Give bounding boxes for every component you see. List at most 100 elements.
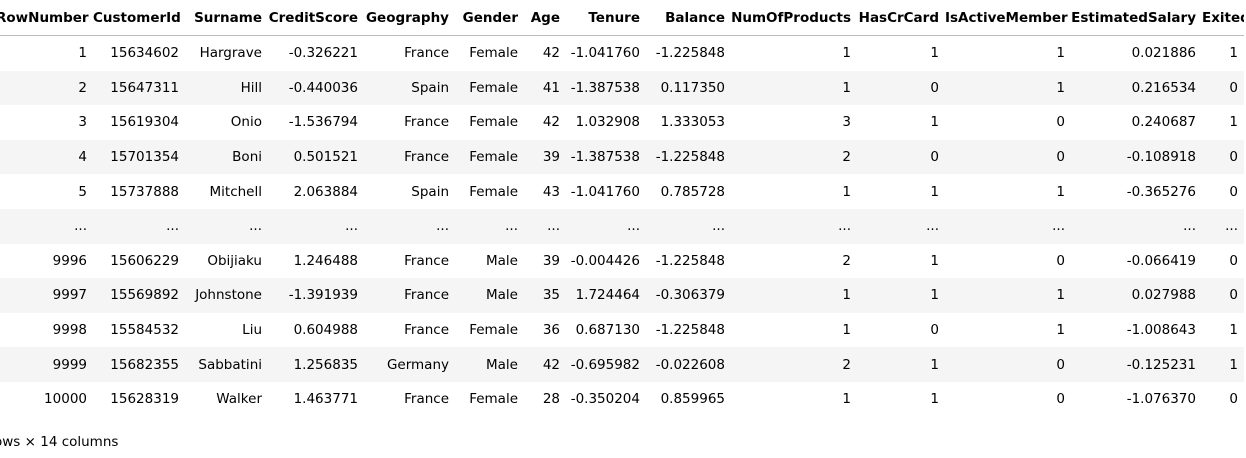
- table-cell: 1: [857, 244, 945, 279]
- table-cell: Female: [455, 140, 524, 175]
- table-cell: -0.326221: [268, 36, 364, 71]
- table-cell: Female: [455, 382, 524, 417]
- table-cell: -1.225848: [646, 36, 731, 71]
- table-cell: 15619304: [93, 105, 185, 140]
- dataframe-shape-footer: ows × 14 columns: [0, 434, 118, 450]
- table-cell: 15682355: [93, 347, 185, 382]
- table-cell: -0.440036: [268, 71, 364, 106]
- table-cell: 1: [857, 36, 945, 71]
- table-cell: ...: [731, 209, 857, 244]
- table-cell: 1: [731, 36, 857, 71]
- table-cell: -0.695982: [566, 347, 646, 382]
- table-cell: Hargrave: [185, 36, 268, 71]
- table-cell: ...: [524, 209, 566, 244]
- table-cell: 15634602: [93, 36, 185, 71]
- table-cell: ...: [93, 209, 185, 244]
- table-row: 4 15701354 Boni 0.501521 France Female 3…: [0, 140, 1244, 175]
- table-cell: 0.021886: [1071, 36, 1202, 71]
- table-cell: Liu: [185, 313, 268, 348]
- table-cell: Onio: [185, 105, 268, 140]
- table-cell: 36: [524, 313, 566, 348]
- column-header-creditscore: CreditScore: [268, 0, 364, 36]
- table-cell: 0: [945, 347, 1071, 382]
- table-cell: 0.501521: [268, 140, 364, 175]
- table-cell: 1.724464: [566, 278, 646, 313]
- table-cell: ...: [0, 209, 93, 244]
- table-cell: Walker: [185, 382, 268, 417]
- table-cell: ...: [646, 209, 731, 244]
- table-cell: Boni: [185, 140, 268, 175]
- table-cell: -1.225848: [646, 313, 731, 348]
- table-cell: ...: [945, 209, 1071, 244]
- table-cell: 0: [945, 140, 1071, 175]
- table-cell: -0.004426: [566, 244, 646, 279]
- table-cell: -0.108918: [1071, 140, 1202, 175]
- table-cell: -0.365276: [1071, 174, 1202, 209]
- table-cell: 0: [1202, 382, 1244, 417]
- table-cell: 0: [945, 382, 1071, 417]
- table-cell: 0.240687: [1071, 105, 1202, 140]
- table-cell: 0: [857, 71, 945, 106]
- table-cell: France: [364, 313, 455, 348]
- header-row: RowNumber CustomerId Surname CreditScore…: [0, 0, 1244, 36]
- table-cell: 1: [945, 71, 1071, 106]
- table-cell: -1.536794: [268, 105, 364, 140]
- table-row: 10000 15628319 Walker 1.463771 France Fe…: [0, 382, 1244, 417]
- column-header-rownumber: RowNumber: [0, 0, 93, 36]
- table-cell: 1: [945, 278, 1071, 313]
- table-cell: -0.022608: [646, 347, 731, 382]
- table-cell: 1: [945, 36, 1071, 71]
- table-cell: 0.216534: [1071, 71, 1202, 106]
- table-row: 9998 15584532 Liu 0.604988 France Female…: [0, 313, 1244, 348]
- table-cell: 9997: [0, 278, 93, 313]
- table-cell: -0.350204: [566, 382, 646, 417]
- table-cell: 1.333053: [646, 105, 731, 140]
- table-cell: 1: [857, 174, 945, 209]
- dataframe-table: RowNumber CustomerId Surname CreditScore…: [0, 0, 1244, 417]
- column-header-gender: Gender: [455, 0, 524, 36]
- table-cell: 3: [731, 105, 857, 140]
- table-cell: 39: [524, 244, 566, 279]
- table-cell: 28: [524, 382, 566, 417]
- table-cell: 1: [1202, 105, 1244, 140]
- column-header-balance: Balance: [646, 0, 731, 36]
- column-header-isactivemember: IsActiveMember: [945, 0, 1071, 36]
- table-cell: 1: [945, 313, 1071, 348]
- column-header-estimatedsalary: EstimatedSalary: [1071, 0, 1202, 36]
- table-cell: -1.076370: [1071, 382, 1202, 417]
- table-cell: 15584532: [93, 313, 185, 348]
- table-cell: 1.246488: [268, 244, 364, 279]
- table-cell: 9998: [0, 313, 93, 348]
- table-cell: 0: [857, 140, 945, 175]
- table-cell: 0: [1202, 174, 1244, 209]
- table-cell: 1: [731, 313, 857, 348]
- table-cell: 2.063884: [268, 174, 364, 209]
- table-cell: Spain: [364, 174, 455, 209]
- table-cell: 0.604988: [268, 313, 364, 348]
- table-cell: -1.387538: [566, 71, 646, 106]
- table-cell: 1: [857, 278, 945, 313]
- table-cell: -1.225848: [646, 244, 731, 279]
- table-row: 2 15647311 Hill -0.440036 Spain Female 4…: [0, 71, 1244, 106]
- table-cell: -1.041760: [566, 174, 646, 209]
- table-cell: 10000: [0, 382, 93, 417]
- table-cell: 4: [0, 140, 93, 175]
- table-cell: 0.785728: [646, 174, 731, 209]
- table-cell: 0.687130: [566, 313, 646, 348]
- table-cell: France: [364, 244, 455, 279]
- table-cell: 0: [1202, 71, 1244, 106]
- table-cell: Female: [455, 71, 524, 106]
- column-header-numofproducts: NumOfProducts: [731, 0, 857, 36]
- column-header-exited: Exited: [1202, 0, 1244, 36]
- table-cell: 1: [731, 382, 857, 417]
- table-cell: -1.391939: [268, 278, 364, 313]
- table-row: 3 15619304 Onio -1.536794 France Female …: [0, 105, 1244, 140]
- table-cell: 39: [524, 140, 566, 175]
- table-cell: -0.066419: [1071, 244, 1202, 279]
- table-cell: 15701354: [93, 140, 185, 175]
- table-cell: 15628319: [93, 382, 185, 417]
- table-cell: 1: [731, 174, 857, 209]
- table-header: RowNumber CustomerId Surname CreditScore…: [0, 0, 1244, 36]
- table-cell: -1.008643: [1071, 313, 1202, 348]
- table-row: 5 15737888 Mitchell 2.063884 Spain Femal…: [0, 174, 1244, 209]
